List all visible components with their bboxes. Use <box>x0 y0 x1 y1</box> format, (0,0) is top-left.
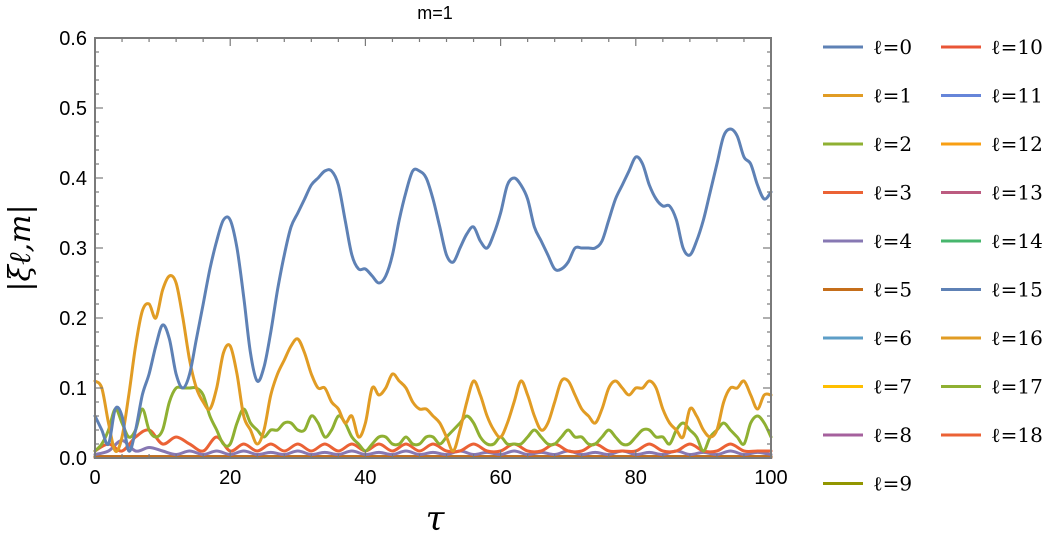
legend-label: ℓ=7 <box>873 375 912 399</box>
x-tick-label: 0 <box>89 467 100 489</box>
y-tick-label: 0.5 <box>59 98 87 120</box>
legend-label: ℓ=5 <box>873 278 912 302</box>
legend-label: ℓ=13 <box>991 181 1043 205</box>
legend-label: ℓ=3 <box>873 181 912 205</box>
x-tick-label: 20 <box>219 467 241 489</box>
legend-label: ℓ=14 <box>991 229 1043 253</box>
legend-label: ℓ=4 <box>873 229 912 253</box>
plot-frame <box>94 37 772 459</box>
legend: ℓ=0 ℓ=1 ℓ=2 ℓ=3 ℓ=4 ℓ=5 ℓ=6 ℓ=7 ℓ=8 ℓ=9 ℓ=10 ℓ=11 ℓ=… <box>823 35 1043 496</box>
ticks-layer: 0 20 40 60 80 100 0.0 0.1 0.2 0.3 0.4 0.5 0.6 <box>59 28 788 489</box>
x-axis-label: τ <box>426 499 446 538</box>
series-line-l2 <box>93 385 773 453</box>
series-line-l4 <box>93 439 773 457</box>
legend-label: ℓ=11 <box>991 84 1043 108</box>
y-axis-label-text: |ξℓ,m| <box>3 204 38 291</box>
legend-label: ℓ=16 <box>991 326 1043 350</box>
y-tick-label: 0.4 <box>59 168 87 190</box>
series-line-l3 <box>93 428 773 454</box>
legend-label: ℓ=18 <box>991 423 1043 447</box>
x-tick-label: 100 <box>754 467 787 489</box>
x-tick-label: 40 <box>354 467 376 489</box>
y-tick-label: 0.3 <box>59 238 87 260</box>
series-layer <box>93 127 773 459</box>
x-tick-label: 80 <box>625 467 647 489</box>
x-tick-label: 60 <box>489 467 511 489</box>
legend-label: ℓ=9 <box>873 472 912 496</box>
legend-label: ℓ=8 <box>873 423 912 447</box>
y-tick-label: 0.2 <box>59 308 87 330</box>
y-tick-label: 0.6 <box>59 28 87 50</box>
chart-title: m=1 <box>417 3 453 23</box>
legend-label: ℓ=10 <box>991 35 1043 59</box>
legend-label: ℓ=12 <box>991 132 1043 156</box>
y-tick-label: 0.0 <box>59 448 87 470</box>
y-tick-label: 0.1 <box>59 378 87 400</box>
legend-label: ℓ=0 <box>873 35 912 59</box>
legend-label: ℓ=15 <box>991 278 1043 302</box>
legend-label: ℓ=1 <box>873 84 912 108</box>
legend-label: ℓ=2 <box>873 132 912 156</box>
legend-label: ℓ=17 <box>991 375 1043 399</box>
series-line-l1 <box>93 274 773 453</box>
y-axis-label: |ξℓ,m| <box>3 204 38 291</box>
legend-label: ℓ=6 <box>873 326 912 350</box>
series-line-l0 <box>93 127 773 453</box>
